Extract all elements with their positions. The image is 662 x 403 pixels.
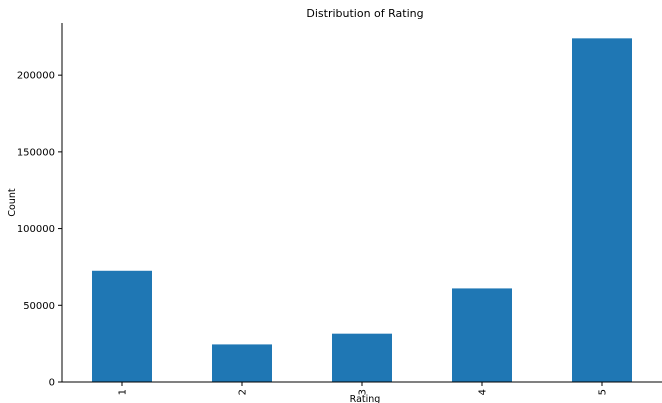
y-tick-label: 100000 — [17, 224, 55, 235]
x-tick-label: 5 — [598, 389, 609, 395]
y-tick-label: 50000 — [23, 301, 55, 312]
x-tick-label: 2 — [238, 389, 249, 395]
x-axis-label: Rating — [350, 394, 381, 403]
chart-title: Distribution of Rating — [306, 7, 423, 20]
bar-rating-3 — [332, 333, 392, 382]
y-axis-label: Count — [7, 188, 18, 216]
y-tick-label: 150000 — [17, 147, 55, 158]
bars-group — [92, 38, 632, 382]
x-tick-label: 3 — [358, 389, 369, 395]
x-axis: 1 2 3 4 5 — [118, 382, 609, 395]
y-tick-label: 0 — [49, 378, 55, 389]
bar-rating-1 — [92, 270, 152, 382]
x-tick-label: 1 — [118, 389, 129, 395]
bar-rating-5 — [572, 38, 632, 382]
x-tick-label: 4 — [478, 389, 489, 395]
bar-rating-4 — [452, 288, 512, 382]
y-tick-label: 200000 — [17, 71, 55, 82]
bar-rating-2 — [212, 344, 272, 382]
y-axis: 0 50000 100000 150000 200000 — [17, 71, 62, 389]
